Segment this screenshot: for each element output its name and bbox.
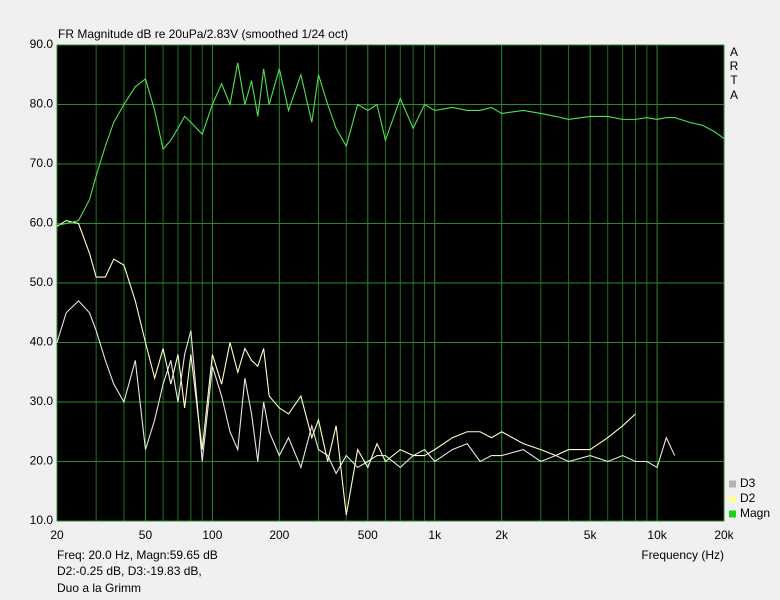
info-line: D2:-0.25 dB, D3:-19.83 dB, xyxy=(57,564,202,578)
legend-swatch xyxy=(729,510,736,518)
series-line xyxy=(56,300,676,475)
legend-label: D3 xyxy=(740,476,756,490)
brand-letter: T xyxy=(730,73,738,87)
y-tick-label: 90.0 xyxy=(30,37,54,51)
series-line xyxy=(56,219,636,516)
x-tick-label: 20k xyxy=(714,528,734,542)
y-tick-label: 30.0 xyxy=(30,394,54,408)
legend-swatch xyxy=(729,480,736,488)
y-tick-label: 70.0 xyxy=(30,156,54,170)
x-tick-label: 1k xyxy=(428,528,442,542)
x-tick-label: 20 xyxy=(50,528,64,542)
legend-label: D2 xyxy=(740,491,756,505)
x-tick-label: 500 xyxy=(358,528,378,542)
series-line xyxy=(56,62,725,226)
y-tick-label: 60.0 xyxy=(30,216,54,230)
x-tick-label: 2k xyxy=(495,528,509,542)
x-tick-label: 10k xyxy=(647,528,667,542)
x-tick-label: 50 xyxy=(139,528,153,542)
legend-swatch xyxy=(729,495,736,503)
brand-letter: A xyxy=(730,45,738,59)
y-tick-label: 20.0 xyxy=(30,454,54,468)
legend-label: Magn xyxy=(740,506,770,520)
y-tick-label: 40.0 xyxy=(30,335,54,349)
x-tick-label: 100 xyxy=(202,528,222,542)
x-tick-label: 200 xyxy=(269,528,289,542)
info-line: Freq: 20.0 Hz, Magn:59.65 dB xyxy=(57,548,218,562)
chart-title: FR Magnitude dB re 20uPa/2.83V (smoothed… xyxy=(58,27,348,41)
y-tick-label: 50.0 xyxy=(30,275,54,289)
brand-letter: A xyxy=(730,88,738,102)
info-line: Duo a la Grimm xyxy=(57,581,141,595)
y-tick-label: 10.0 xyxy=(30,513,54,527)
brand-letter: R xyxy=(730,59,739,73)
x-axis-label: Frequency (Hz) xyxy=(641,548,724,562)
x-tick-label: 5k xyxy=(584,528,598,542)
y-tick-label: 80.0 xyxy=(30,97,54,111)
